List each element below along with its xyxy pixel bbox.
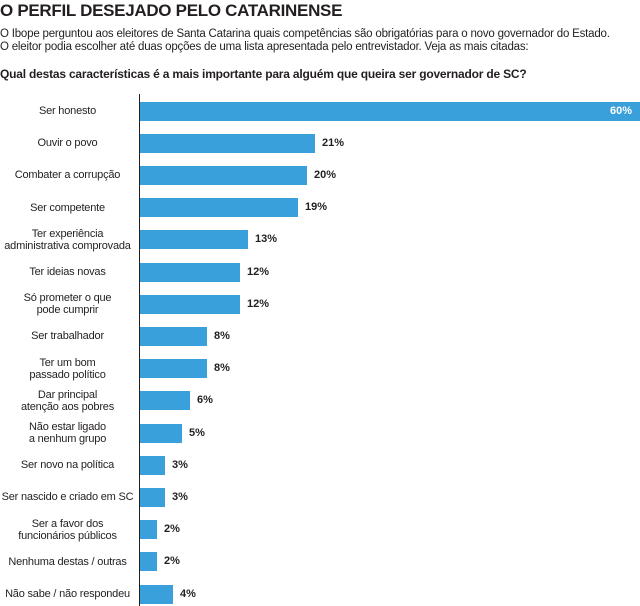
data-label: 19% xyxy=(305,201,328,214)
data-label: 12% xyxy=(247,297,270,310)
category-label-line: Ser honesto xyxy=(38,105,97,117)
category-label: Nenhuma destas / outras xyxy=(0,556,135,568)
data-label: 6% xyxy=(197,394,213,407)
data-label: 4% xyxy=(180,587,196,600)
category-label-line: Só prometer o que xyxy=(23,292,112,305)
category-label-line: Ouvir o povo xyxy=(37,137,98,150)
bar xyxy=(140,423,182,443)
bar xyxy=(140,455,165,475)
bar xyxy=(140,326,207,346)
bar xyxy=(140,294,240,314)
bar xyxy=(140,520,157,540)
bar xyxy=(140,198,298,218)
bar xyxy=(140,584,173,604)
category-label-line: atenção aos pobres xyxy=(20,400,115,413)
category-label: Combater a corrupção xyxy=(0,169,135,181)
bar xyxy=(140,262,240,282)
data-label: 8% xyxy=(214,329,230,342)
category-label: Ser novo na política xyxy=(0,459,135,471)
category-label-line: pode cumprir xyxy=(36,304,99,317)
category-label-line: Ser competente xyxy=(30,201,105,214)
category-label: Só prometer o que pode cumprir xyxy=(0,292,135,316)
category-label-line: Dar principal xyxy=(37,388,98,401)
category-label-line: Combater a corrupção xyxy=(14,169,121,182)
category-label: Dar principal atenção aos pobres xyxy=(0,389,135,413)
data-label: 3% xyxy=(172,490,188,503)
category-label-line: Ter experiência xyxy=(31,227,104,240)
data-label: 2% xyxy=(164,555,180,568)
category-label-line: Não estar ligado xyxy=(29,421,106,433)
data-label: 12% xyxy=(247,265,270,278)
data-label: 8% xyxy=(214,362,230,375)
data-label: 60% xyxy=(610,104,633,117)
category-label: Ter ideias novas xyxy=(0,266,135,278)
chart-subtitle-line-1: O Ibope perguntou aos eleitores de Santa… xyxy=(0,28,610,40)
survey-question: Qual destas características é a mais imp… xyxy=(0,67,527,81)
category-label: Ser a favor dos funcionários públicos xyxy=(0,518,135,542)
bar xyxy=(140,552,157,572)
category-label: Ser honesto xyxy=(0,105,135,117)
category-axis-line xyxy=(139,94,140,606)
chart-title: O PERFIL DESEJADO PELO CATARINENSE xyxy=(0,1,343,20)
data-label: 20% xyxy=(314,168,337,181)
category-label-line: passado político xyxy=(29,368,106,381)
bar xyxy=(140,359,207,379)
category-label: Ser trabalhador xyxy=(0,330,135,342)
bar xyxy=(140,391,190,411)
category-label: Ser nascido e criado em SC xyxy=(0,491,135,503)
category-label-line: a nenhum grupo xyxy=(28,433,107,445)
category-label-line: administrativa comprovada xyxy=(4,239,131,252)
category-label: Não sabe / não respondeu xyxy=(0,588,135,600)
data-label: 5% xyxy=(189,426,205,439)
category-label-line: Ter ideias novas xyxy=(29,266,106,278)
bar xyxy=(140,230,248,250)
bar xyxy=(140,487,165,507)
category-label: Não estar ligado a nenhum grupo xyxy=(0,421,135,445)
category-label: Ter experiência administrativa comprovada xyxy=(0,228,135,252)
category-label: Ser competente xyxy=(0,202,135,214)
data-label: 3% xyxy=(172,458,188,471)
bar xyxy=(140,101,640,121)
data-label: 2% xyxy=(164,523,180,536)
chart-subtitle-line-2: O eleitor podia escolher até duas opções… xyxy=(0,41,529,53)
category-label-line: Ser trabalhador xyxy=(31,330,104,343)
category-label-line: Ser novo na política xyxy=(20,459,115,472)
bar xyxy=(140,133,315,153)
category-label-line: funcionários públicos xyxy=(18,529,117,542)
category-label-line: Ser a favor dos xyxy=(31,517,104,530)
data-label: 13% xyxy=(255,233,278,246)
bar xyxy=(140,165,307,185)
category-label-line: Nenhuma destas / outras xyxy=(8,555,127,568)
category-label-line: Ter um bom xyxy=(39,356,96,369)
data-label: 21% xyxy=(322,136,345,149)
category-label: Ouvir o povo xyxy=(0,137,135,149)
category-label: Ter um bom passado político xyxy=(0,357,135,381)
category-label-line: Não sabe / não respondeu xyxy=(5,588,130,600)
category-label-line: Ser nascido e criado em SC xyxy=(1,491,134,504)
